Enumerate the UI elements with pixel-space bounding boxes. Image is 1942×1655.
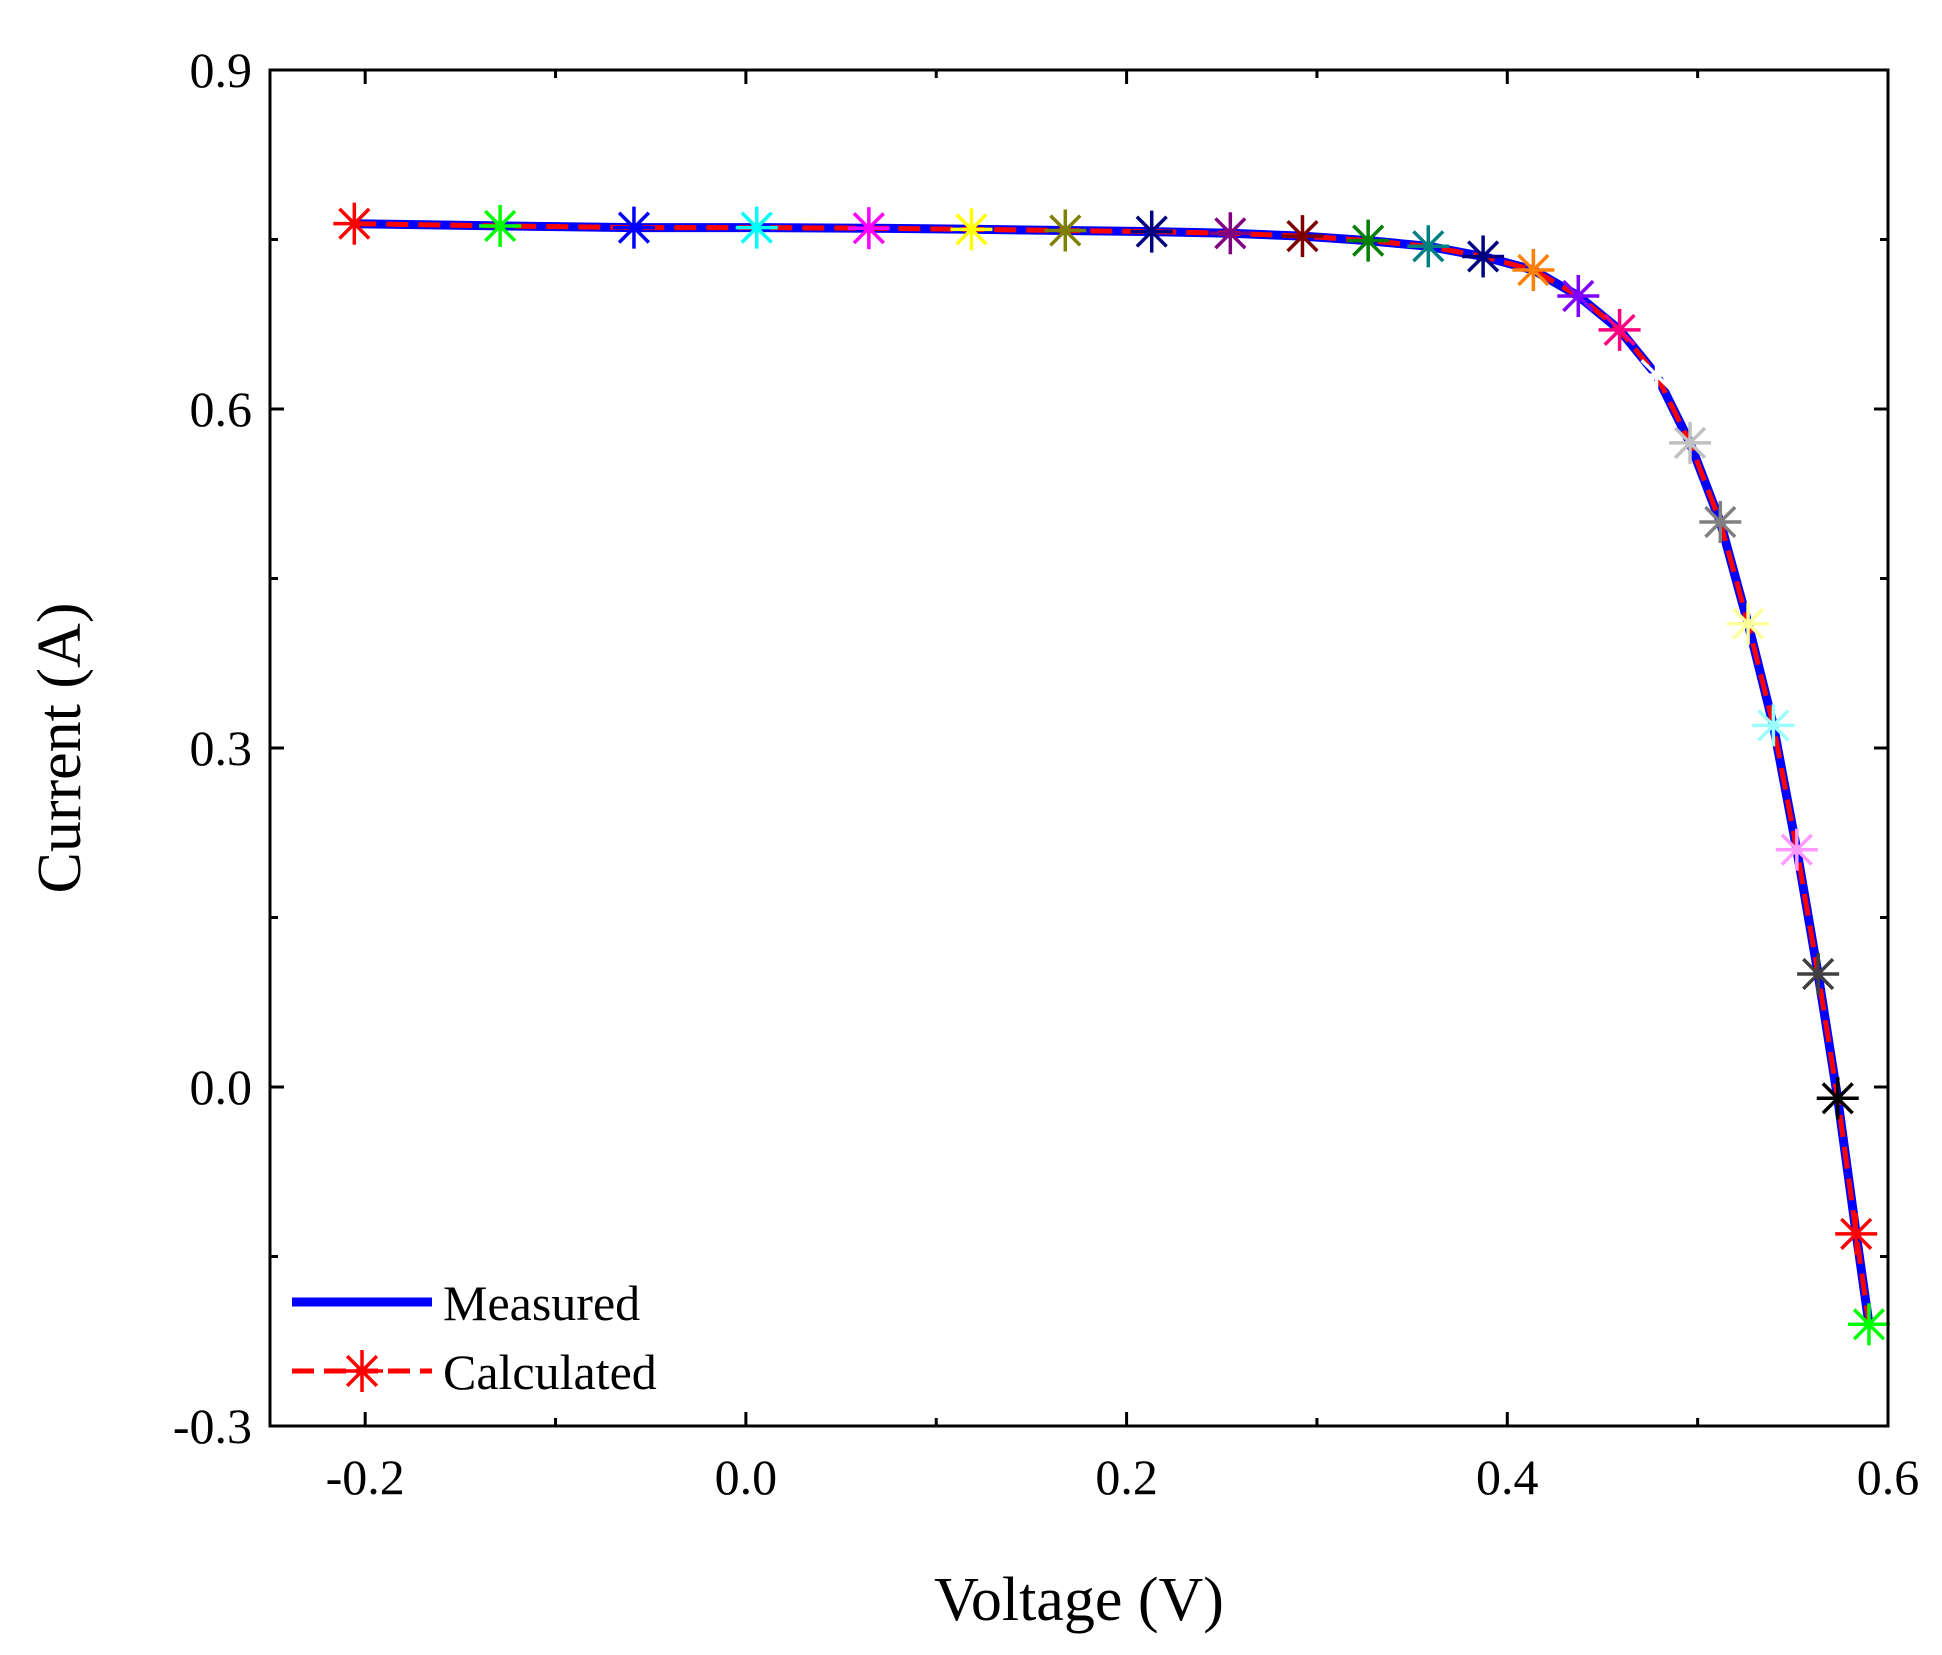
asterisk-stroke [1352,224,1385,257]
asterisk-stroke [1562,279,1595,313]
x-tick-label: 0.4 [1476,1449,1539,1505]
asterisk-stroke [338,207,371,240]
calculated-marker [1635,354,1678,397]
calculated-marker [333,202,376,245]
y-tick-label: -0.3 [173,1398,252,1454]
asterisk-stroke [1049,214,1082,247]
asterisk-stroke [852,212,885,245]
calculated-marker [1557,275,1600,317]
y-tick-label: 0.0 [190,1059,253,1115]
calculated-marker [1281,215,1324,258]
calculated-marker [847,207,890,250]
asterisk-stroke [1802,957,1835,991]
asterisk-stroke [1214,217,1247,250]
calculated-marker [1512,249,1555,292]
y-axis-title: Current (A) [26,603,94,894]
asterisk-stroke [1286,220,1319,253]
calculated-marker [1209,212,1252,255]
calculated-marker [1669,421,1712,464]
asterisk-stroke [617,211,651,244]
calculated-marker [1752,704,1795,747]
asterisk-stroke [1412,230,1445,263]
legend-calculated-label: Calculated [443,1344,657,1400]
calculated-marker [1347,219,1390,262]
calculated-marker [1130,210,1173,253]
legend-asterisk [341,1350,383,1392]
asterisk-stroke [1732,607,1765,640]
asterisk-stroke [1840,1217,1873,1250]
calculated-marker [1835,1212,1878,1255]
calculated-markers [333,202,1890,1346]
asterisk-stroke [1467,240,1500,273]
asterisk-stroke [1603,313,1636,346]
asterisk-stroke [345,1354,379,1388]
legend-measured-label: Measured [443,1275,640,1331]
y-tick-label: 0.3 [190,720,253,776]
tick-labels: -0.2 0.0 0.2 0.4 0.6 -0.3 0.0 0.3 0.6 0.9 [173,42,1919,1505]
asterisk-stroke [1135,215,1168,248]
calculated-marker [1407,225,1450,268]
legend-calculated-marker [341,1350,383,1392]
asterisk-stroke [1704,505,1737,539]
calculated-marker [1044,209,1087,252]
calculated-marker [1699,501,1742,543]
asterisk-stroke [1780,833,1813,866]
asterisk-stroke [1673,426,1707,459]
asterisk-stroke [955,213,988,246]
calculated-marker [1598,308,1641,351]
calculated-marker [1462,235,1505,278]
y-tick-label: 0.6 [190,381,253,437]
asterisk-stroke [740,211,773,244]
asterisk-stroke [484,209,517,243]
calculated-marker [1797,953,1840,995]
calculated-marker [479,204,522,247]
x-axis-title: Voltage (V) [934,1566,1224,1634]
x-tick-label: 0.6 [1857,1449,1920,1505]
y-tick-label: 0.9 [190,42,253,98]
calculated-marker [612,206,655,249]
calculated-marker [950,208,993,251]
calculated-marker [1816,1077,1859,1120]
asterisk-stroke [1757,709,1790,742]
x-tick-label: 0.2 [1095,1449,1158,1505]
calculated-marker [1847,1303,1890,1346]
asterisk-stroke [1517,253,1550,287]
asterisk-stroke [1852,1308,1886,1341]
legend: Measured Calculated [292,1275,657,1400]
calculated-marker [1775,828,1818,871]
asterisk-stroke [1640,359,1673,392]
plot-frame [268,68,1890,1428]
x-tick-label: -0.2 [326,1449,405,1505]
asterisk-stroke [1821,1082,1854,1115]
calculated-marker [735,206,778,249]
x-tick-label: 0.0 [715,1449,778,1505]
calculated-marker [1727,602,1770,645]
